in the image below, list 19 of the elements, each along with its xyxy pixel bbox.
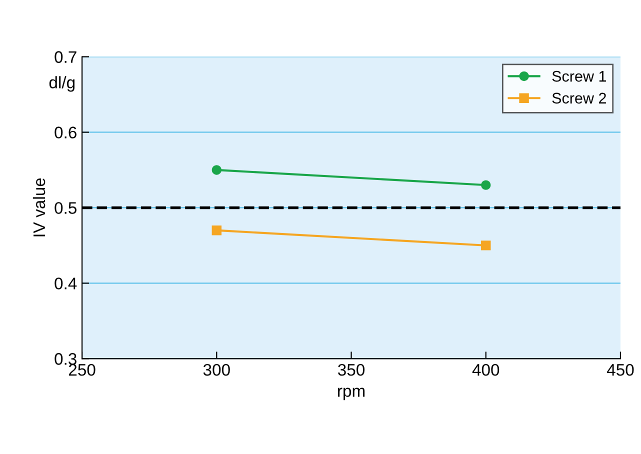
y-tick-label: 0.7 bbox=[54, 51, 76, 63]
x-tick-label: 300 bbox=[203, 364, 230, 376]
point bbox=[481, 180, 491, 190]
legend-label: Screw 1 bbox=[552, 70, 606, 82]
x-tick-label: 450 bbox=[606, 364, 634, 376]
y-axis-title: IV value bbox=[32, 178, 46, 236]
y-tick-label: 0.5 bbox=[54, 202, 76, 214]
x-tick-label: 400 bbox=[472, 364, 500, 376]
x-tick-label: 250 bbox=[68, 364, 96, 376]
legend-label: Screw 2 bbox=[552, 92, 606, 104]
x-tick-label: 350 bbox=[338, 364, 365, 376]
point bbox=[481, 240, 491, 250]
point bbox=[212, 165, 222, 175]
x-axis-title: rpm bbox=[338, 388, 365, 400]
y-tick-label: 0.4 bbox=[54, 278, 77, 290]
text: dl/g bbox=[49, 76, 75, 92]
y-tick-label: 0.3 bbox=[54, 353, 76, 365]
point bbox=[212, 225, 222, 236]
y-tick-label: 0.6 bbox=[54, 126, 76, 138]
